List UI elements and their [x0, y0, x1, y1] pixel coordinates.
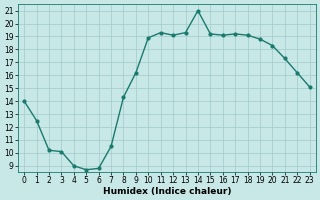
X-axis label: Humidex (Indice chaleur): Humidex (Indice chaleur): [103, 187, 231, 196]
